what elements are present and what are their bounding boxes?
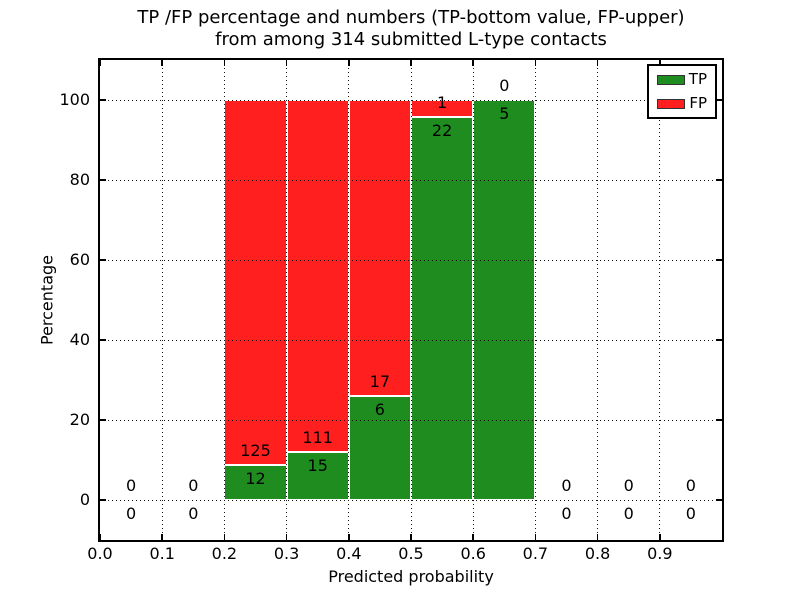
annotation-tp-count: 5 xyxy=(499,104,510,123)
annotation-tp-count: 22 xyxy=(431,121,453,141)
annotation-fp-count: 0 xyxy=(126,476,137,495)
x-tick-mark xyxy=(659,534,661,540)
x-tick-mark xyxy=(161,534,163,540)
x-tick-label: 0.4 xyxy=(336,544,362,563)
bar-segment-fp xyxy=(286,100,349,453)
x-tick-mark xyxy=(99,60,101,66)
y-tick-mark xyxy=(716,419,722,421)
legend-label-fp: FP xyxy=(689,94,707,112)
x-tick-label: 0.8 xyxy=(584,544,611,563)
x-tick-label: 0.7 xyxy=(522,544,549,563)
bar-segment-fp xyxy=(348,100,411,396)
plot-area: TP FP 0 0 0 0 125 12 111 15 17 6 1 22 0 5 0 0 0 0 0 0 xyxy=(98,58,724,542)
x-tick-mark xyxy=(534,60,537,66)
bar-segment-tp xyxy=(348,395,411,500)
x-tick-mark xyxy=(161,60,163,66)
gridline-vertical xyxy=(472,60,474,540)
y-tick-label: 60 xyxy=(69,250,90,269)
x-tick-mark xyxy=(223,60,226,66)
x-tick-mark xyxy=(472,60,474,66)
annotation-fp-count: 0 xyxy=(623,476,634,495)
y-tick-mark xyxy=(716,339,722,341)
fp-swatch-icon xyxy=(657,98,685,109)
gridline-vertical xyxy=(348,60,350,540)
y-tick-mark xyxy=(716,259,722,261)
annotation-tp-count: 0 xyxy=(685,504,696,523)
x-tick-label: 0.2 xyxy=(211,544,238,563)
y-tick-label: 100 xyxy=(59,90,90,109)
annotation-fp-count: 0 xyxy=(499,76,510,95)
y-tick-label: 40 xyxy=(69,330,90,349)
bar-segment-tp xyxy=(224,464,287,500)
y-tick-label: 80 xyxy=(69,170,90,189)
x-tick-mark xyxy=(534,534,537,540)
chart-title-line2: from among 314 submitted L-type contacts xyxy=(215,29,607,50)
legend-entry-fp: FP xyxy=(657,96,707,111)
x-tick-mark xyxy=(285,60,288,66)
annotation-fp-count: 125 xyxy=(240,440,271,460)
bar-segment-fp xyxy=(411,100,474,118)
legend: TP FP xyxy=(647,64,717,119)
x-tick-label: 0.1 xyxy=(149,544,175,563)
gridline-vertical xyxy=(161,60,163,540)
bar-segment-tp xyxy=(286,452,349,500)
x-tick-mark xyxy=(223,534,226,540)
x-tick-mark xyxy=(348,60,350,66)
annotation-tp-count: 0 xyxy=(126,504,137,523)
legend-entry-tp: TP xyxy=(657,72,707,87)
y-tick-mark xyxy=(100,499,106,501)
annotation-tp-count: 15 xyxy=(307,456,328,476)
gridline-vertical xyxy=(410,60,412,540)
annotation-fp-count: 111 xyxy=(302,428,333,448)
annotation-fp-count: 0 xyxy=(188,476,199,495)
annotation-fp-count: 0 xyxy=(561,476,572,495)
gridline-vertical xyxy=(223,60,225,540)
annotation-fp-count: 0 xyxy=(685,476,696,495)
annotation-tp-count: 0 xyxy=(623,504,634,523)
x-axis-label: Predicted probability xyxy=(328,567,494,586)
y-tick-label: 20 xyxy=(69,410,90,429)
annotation-tp-count: 12 xyxy=(245,468,266,488)
gridline-vertical xyxy=(534,60,536,540)
x-tick-label: 0.5 xyxy=(398,544,424,563)
annotation-tp-count: 0 xyxy=(561,504,572,523)
x-tick-label: 0.3 xyxy=(273,544,300,563)
x-tick-mark xyxy=(410,534,412,540)
annotation-tp-count: 0 xyxy=(188,504,199,523)
chart-title-line1: TP /FP percentage and numbers (TP-bottom… xyxy=(137,7,685,28)
y-tick-mark xyxy=(100,179,106,181)
x-tick-mark xyxy=(348,534,350,540)
annotation-tp-count: 6 xyxy=(374,399,385,419)
bar-segment-tp xyxy=(411,117,474,500)
annotation-fp-count: 1 xyxy=(437,93,448,113)
y-tick-mark xyxy=(100,99,106,101)
bar-segment-tp xyxy=(473,100,536,500)
chart-title: TP /FP percentage and numbers (TP-bottom… xyxy=(100,7,722,51)
y-tick-mark xyxy=(716,179,722,181)
y-tick-mark xyxy=(100,339,106,341)
bar-segment-fp xyxy=(224,100,287,465)
x-tick-mark xyxy=(472,534,474,540)
gridline-vertical xyxy=(659,60,661,540)
x-tick-mark xyxy=(285,534,288,540)
y-tick-mark xyxy=(716,499,722,501)
legend-label-tp: TP xyxy=(688,70,707,88)
y-tick-label: 0 xyxy=(79,490,90,509)
gridline-vertical xyxy=(286,60,288,540)
x-tick-label: 0.0 xyxy=(87,544,113,563)
x-tick-label: 0.6 xyxy=(460,544,486,563)
gridline-vertical xyxy=(597,60,599,540)
y-tick-mark xyxy=(716,99,722,101)
annotation-fp-count: 17 xyxy=(369,371,391,391)
y-tick-mark xyxy=(100,259,106,261)
x-tick-mark xyxy=(410,60,412,66)
x-tick-mark xyxy=(596,60,599,66)
x-tick-label: 0.9 xyxy=(647,544,673,563)
tp-swatch-icon xyxy=(657,74,685,85)
x-tick-mark xyxy=(596,534,599,540)
x-tick-mark xyxy=(659,60,661,66)
y-tick-mark xyxy=(100,419,106,421)
x-tick-mark xyxy=(99,534,101,540)
